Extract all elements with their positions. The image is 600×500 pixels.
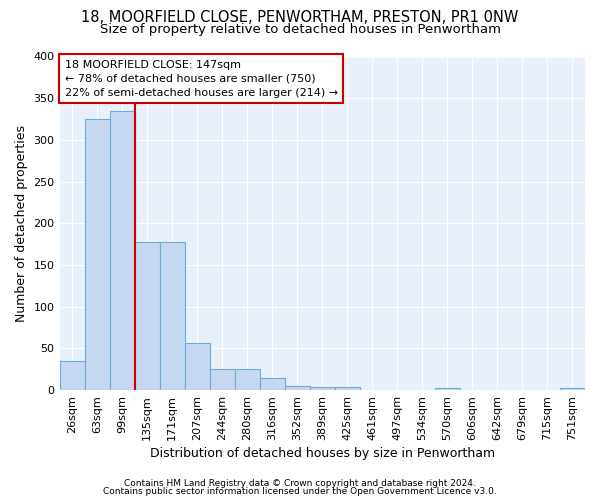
X-axis label: Distribution of detached houses by size in Penwortham: Distribution of detached houses by size … — [150, 447, 495, 460]
Bar — [85, 119, 110, 390]
Bar — [435, 388, 460, 390]
Text: Contains HM Land Registry data © Crown copyright and database right 2024.: Contains HM Land Registry data © Crown c… — [124, 478, 476, 488]
Bar — [285, 386, 310, 390]
Text: 18, MOORFIELD CLOSE, PENWORTHAM, PRESTON, PR1 0NW: 18, MOORFIELD CLOSE, PENWORTHAM, PRESTON… — [82, 10, 518, 25]
Bar — [209, 369, 235, 390]
Text: 18 MOORFIELD CLOSE: 147sqm
← 78% of detached houses are smaller (750)
22% of sem: 18 MOORFIELD CLOSE: 147sqm ← 78% of deta… — [65, 60, 338, 98]
Bar — [335, 386, 360, 390]
Text: Contains public sector information licensed under the Open Government Licence v3: Contains public sector information licen… — [103, 487, 497, 496]
Bar — [310, 386, 335, 390]
Y-axis label: Number of detached properties: Number of detached properties — [15, 125, 28, 322]
Text: Size of property relative to detached houses in Penwortham: Size of property relative to detached ho… — [100, 22, 500, 36]
Bar — [110, 110, 134, 390]
Bar — [260, 378, 285, 390]
Bar — [185, 342, 209, 390]
Bar — [59, 361, 85, 390]
Bar — [160, 242, 185, 390]
Bar — [560, 388, 585, 390]
Bar — [235, 369, 260, 390]
Bar — [134, 242, 160, 390]
